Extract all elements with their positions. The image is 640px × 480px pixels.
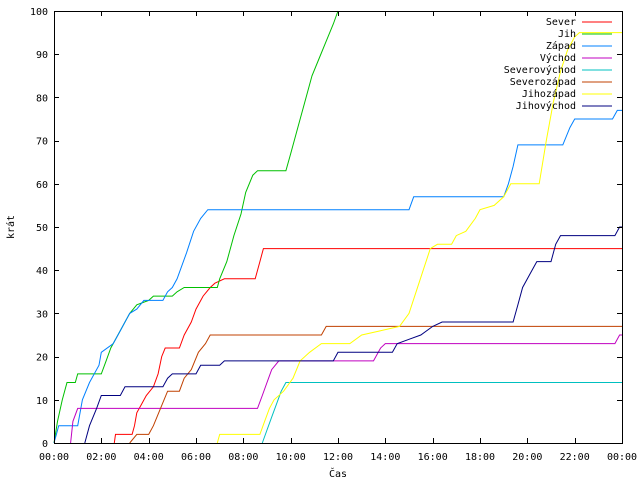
series-line <box>84 226 622 444</box>
x-tick-label: 10:00 <box>276 452 306 463</box>
x-tick-label: 00:00 <box>607 452 637 463</box>
series-line <box>129 325 622 444</box>
y-tick-label: 10 <box>36 396 48 407</box>
legend-label: Jih <box>558 29 576 40</box>
x-tick-label: 16:00 <box>418 452 448 463</box>
y-tick-label: 0 <box>42 439 48 450</box>
series-line <box>113 248 622 444</box>
x-tick-label: 12:00 <box>323 452 353 463</box>
series-line <box>53 10 339 444</box>
legend-label: Severozápad <box>510 76 576 88</box>
x-axis: 00:00 02:00 04:00 06:00 08:00 10:00 12:00 14:00… <box>39 11 637 463</box>
x-tick-label: 00:00 <box>39 452 69 463</box>
x-tick-label: 20:00 <box>512 452 542 463</box>
series-line <box>261 382 622 444</box>
legend-label: Jihozápad <box>522 88 576 100</box>
y-axis-label: krát <box>5 215 17 239</box>
y-tick-label: 70 <box>36 137 48 148</box>
y-tick-label: 60 <box>36 180 48 191</box>
y-tick-label: 30 <box>36 309 48 320</box>
x-tick-label: 22:00 <box>560 452 590 463</box>
legend-label: Jihovýchod <box>516 100 576 112</box>
y-tick-label: 100 <box>30 7 48 18</box>
x-axis-label: Čas <box>329 467 347 480</box>
y-tick-label: 40 <box>36 266 48 277</box>
x-tick-label: 18:00 <box>465 452 495 463</box>
series-layer <box>53 10 622 444</box>
series-line <box>216 32 622 444</box>
x-tick-label: 08:00 <box>228 452 258 463</box>
x-tick-label: 14:00 <box>370 452 400 463</box>
x-tick-label: 04:00 <box>134 452 164 463</box>
y-axis: 0 10 20 30 40 50 60 70 80 90 100 <box>30 7 622 450</box>
series-line <box>53 109 622 444</box>
legend-label: Západ <box>546 40 576 52</box>
legend-label: Sever <box>546 17 576 28</box>
y-tick-label: 90 <box>36 50 48 61</box>
x-tick-label: 02:00 <box>86 452 116 463</box>
legend: SeverJihZápadVýchodSeverovýchodSeverozáp… <box>504 17 612 112</box>
y-tick-label: 80 <box>36 93 48 104</box>
legend-label: Východ <box>540 52 576 64</box>
y-tick-label: 50 <box>36 223 48 234</box>
x-tick-label: 06:00 <box>181 452 211 463</box>
y-tick-label: 20 <box>36 353 48 364</box>
legend-label: Severovýchod <box>504 64 576 76</box>
series-line <box>70 334 622 444</box>
